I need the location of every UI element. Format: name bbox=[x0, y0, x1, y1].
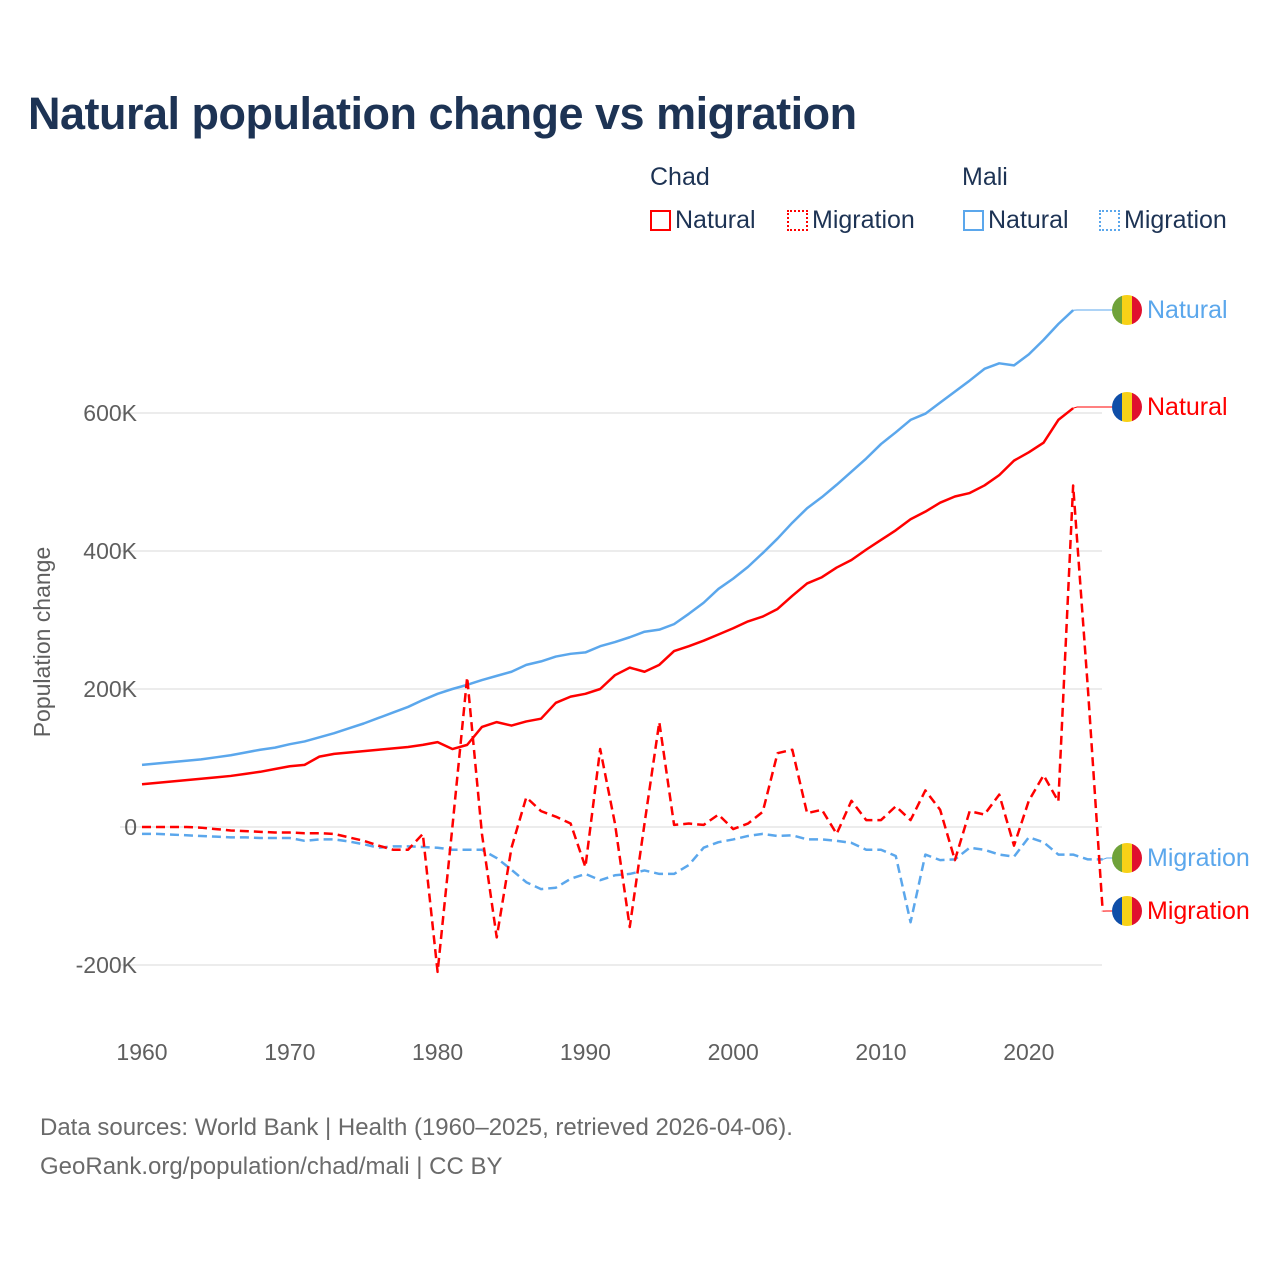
flag-stripe bbox=[1132, 295, 1142, 325]
legend-mali-migration[interactable]: Migration bbox=[1099, 206, 1227, 235]
series-end-label: Migration bbox=[1147, 844, 1250, 872]
flag-stripe bbox=[1132, 896, 1142, 926]
legend-chad-natural[interactable]: Natural bbox=[650, 206, 756, 235]
chad-flag-icon bbox=[1112, 392, 1142, 422]
mali-flag-icon bbox=[1112, 843, 1142, 873]
x-tick-label: 2000 bbox=[708, 1039, 759, 1065]
legend-swatch-dotted-icon bbox=[787, 210, 808, 231]
flag-stripe bbox=[1122, 295, 1133, 325]
y-tick-label: 0 bbox=[124, 814, 137, 840]
flag-stripe bbox=[1112, 896, 1123, 926]
chart-title: Natural population change vs migration bbox=[28, 88, 857, 139]
source-note: Data sources: World Bank | Health (1960–… bbox=[40, 1108, 793, 1186]
series-line-chad-migration bbox=[142, 484, 1104, 974]
x-tick-label: 1970 bbox=[264, 1039, 315, 1065]
y-tick-label: 600K bbox=[83, 400, 137, 426]
series-end-label: Migration bbox=[1147, 897, 1250, 925]
flag-stripe bbox=[1122, 392, 1133, 422]
series-line-chad-natural bbox=[141, 407, 1074, 786]
legend-mali-natural[interactable]: Natural bbox=[963, 206, 1069, 235]
legend-label: Migration bbox=[1124, 206, 1227, 234]
mali-flag-icon bbox=[1112, 295, 1142, 325]
y-tick-label: 200K bbox=[83, 676, 137, 702]
series-end-label: Natural bbox=[1147, 393, 1228, 421]
flag-stripe bbox=[1122, 896, 1133, 926]
chad-flag-icon bbox=[1112, 896, 1142, 926]
x-tick-label: 1980 bbox=[412, 1039, 463, 1065]
x-tick-label: 2010 bbox=[855, 1039, 906, 1065]
legend-group-mali: Mali bbox=[962, 163, 1008, 191]
flag-stripe bbox=[1132, 392, 1142, 422]
series-end-label: Natural bbox=[1147, 296, 1228, 324]
legend-swatch-solid-icon bbox=[650, 210, 671, 231]
x-tick-label: 1990 bbox=[560, 1039, 611, 1065]
x-tick-label: 1960 bbox=[116, 1039, 167, 1065]
legend-swatch-solid-icon bbox=[963, 210, 984, 231]
y-axis-label: Population change bbox=[29, 547, 55, 738]
series-line-mali-migration bbox=[142, 832, 1103, 924]
flag-stripe bbox=[1112, 392, 1123, 422]
legend-chad-migration[interactable]: Migration bbox=[787, 206, 915, 235]
legend-label: Natural bbox=[988, 206, 1069, 234]
end-connector bbox=[1102, 857, 1114, 860]
legend-label: Migration bbox=[812, 206, 915, 234]
y-tick-label: 400K bbox=[83, 538, 137, 564]
end-connector bbox=[1072, 406, 1114, 409]
legend-label: Natural bbox=[675, 206, 756, 234]
flag-stripe bbox=[1112, 295, 1123, 325]
source-line-2[interactable]: GeoRank.org/population/chad/mali | CC BY bbox=[40, 1153, 503, 1180]
series-line-mali-natural bbox=[141, 309, 1074, 767]
y-tick-label: -200K bbox=[76, 952, 138, 978]
x-tick-label: 2020 bbox=[1003, 1039, 1054, 1065]
legend-swatch-dotted-icon bbox=[1099, 210, 1120, 231]
flag-stripe bbox=[1112, 843, 1123, 873]
flag-stripe bbox=[1122, 843, 1133, 873]
source-line-1: Data sources: World Bank | Health (1960–… bbox=[40, 1114, 793, 1141]
legend-group-chad: Chad bbox=[650, 163, 710, 191]
flag-stripe bbox=[1132, 843, 1142, 873]
